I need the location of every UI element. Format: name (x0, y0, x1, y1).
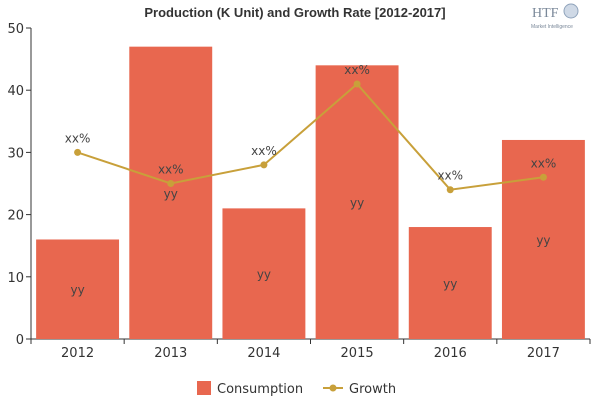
x-tick-label: 2012 (61, 346, 94, 361)
x-tick-label: 2016 (434, 346, 467, 361)
growth-point (167, 180, 175, 187)
legend-swatch-consumption (197, 381, 211, 395)
legend-label-consumption: Consumption (217, 382, 303, 397)
y-tick-label: 40 (7, 84, 24, 99)
growth-data-label: xx% (158, 163, 184, 177)
x-tick-label: 2014 (247, 346, 280, 361)
growth-data-label: xx% (437, 169, 463, 183)
x-tick-label: 2017 (527, 346, 560, 361)
growth-data-label: xx% (251, 144, 277, 158)
growth-point (353, 80, 361, 88)
growth-data-label: xx% (65, 131, 91, 145)
bar (222, 208, 306, 339)
growth-data-label: xx% (344, 63, 370, 77)
y-axis: 0 10 20 30 40 50 (7, 22, 32, 348)
data-labels: yy yy yy yy yy yy xx% xx% xx% xx% xx% xx% (65, 63, 556, 297)
bar-data-label: yy (70, 283, 84, 297)
bar (36, 239, 120, 339)
chart-title: Production (K Unit) and Growth Rate [201… (144, 5, 445, 20)
growth-point (260, 161, 268, 169)
x-tick-label: 2013 (154, 346, 187, 361)
bar-series (36, 46, 585, 339)
bar (408, 227, 492, 339)
y-tick-label: 20 (7, 209, 24, 224)
x-axis: 2012 2013 2014 2015 2016 2017 (30, 338, 591, 361)
line-series (74, 80, 547, 194)
growth-line (77, 82, 544, 191)
logo-subtext: Market Intelligence (531, 24, 573, 30)
legend: Consumption Growth (197, 381, 396, 397)
logo-globe-icon (563, 3, 579, 19)
bar-data-label: yy (164, 187, 178, 201)
bar (315, 65, 399, 339)
y-tick-label: 0 (16, 333, 24, 348)
growth-point (446, 186, 454, 194)
bar (129, 46, 213, 339)
y-tick-label: 30 (7, 146, 24, 161)
legend-swatch-growth-dot (329, 384, 337, 392)
y-tick-label: 10 (7, 271, 24, 286)
logo-text: HTF (532, 6, 559, 21)
growth-point (539, 173, 547, 181)
legend-label-growth: Growth (349, 382, 396, 397)
bar-data-label: yy (536, 233, 550, 247)
bar-data-label: yy (257, 268, 271, 282)
bar-data-label: yy (350, 196, 364, 210)
logo: HTF Market Intelligence (531, 3, 579, 30)
bar (501, 139, 585, 339)
x-tick-label: 2015 (341, 346, 374, 361)
y-tick-label: 50 (7, 22, 24, 37)
growth-data-label: xx% (531, 156, 557, 170)
growth-point (74, 148, 82, 156)
bar-data-label: yy (443, 277, 457, 291)
